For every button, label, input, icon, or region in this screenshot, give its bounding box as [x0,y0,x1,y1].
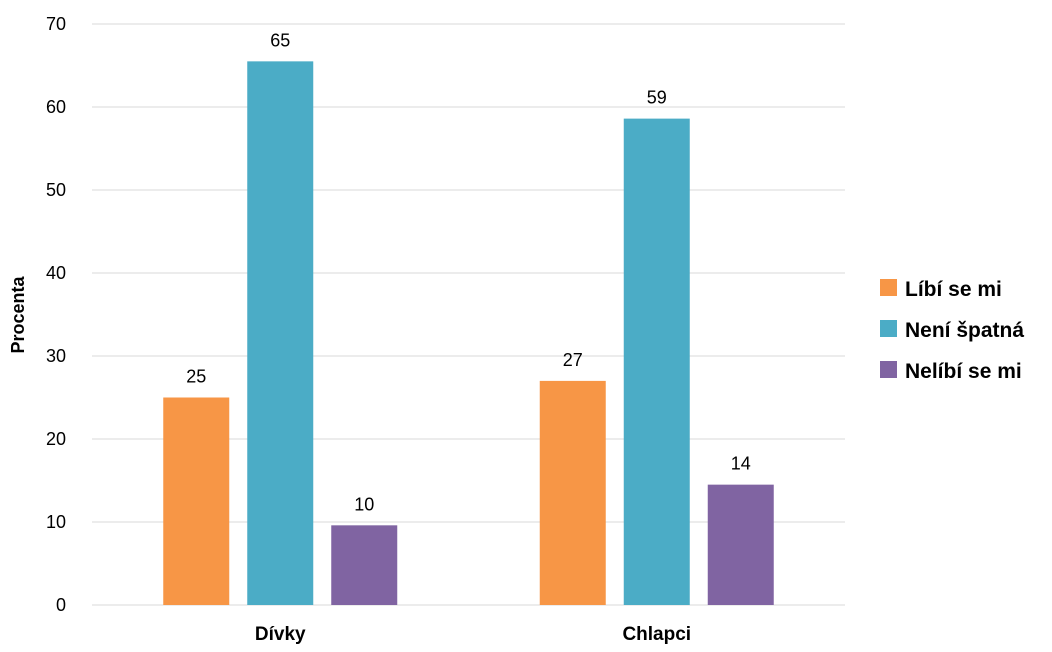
bar-Chlapci-Není špatná [623,118,690,606]
data-label: 59 [647,88,667,108]
y-tick-label: 20 [46,429,66,449]
category-label: Chlapci [622,624,691,645]
category-label: Dívky [255,624,306,645]
legend-label: Líbí se mi [905,278,1002,301]
data-label: 65 [270,30,290,50]
data-label: 14 [731,454,751,474]
legend-label: Nelíbí se mi [905,360,1022,383]
bar-Chlapci-Nelíbí se mi [707,484,774,605]
y-axis-title: Procenta [8,275,28,353]
bars [163,61,774,606]
legend: Líbí se mi Není špatná Nelíbí se mi [880,278,1024,383]
y-tick-label: 70 [46,14,66,34]
data-label: 27 [563,350,583,370]
x-axis-categories: Dívky Chlapci [255,624,691,645]
bar-Dívky-Líbí se mi [163,397,230,605]
y-tick-label: 50 [46,180,66,200]
y-tick-label: 30 [46,346,66,366]
bar-Chlapci-Líbí se mi [539,380,606,605]
data-label: 25 [186,367,206,387]
legend-swatch [880,279,897,296]
y-tick-label: 60 [46,97,66,117]
y-tick-label: 0 [56,595,66,615]
data-labels: 25 65 10 27 59 14 [186,30,751,514]
bar-Dívky-Nelíbí se mi [331,525,398,605]
data-label: 10 [354,494,374,514]
legend-swatch [880,361,897,378]
y-tick-label: 10 [46,512,66,532]
bar-Dívky-Není špatná [247,61,314,606]
y-axis-ticks: 0 10 20 30 40 50 60 70 [46,14,66,615]
legend-label: Není špatná [905,319,1024,342]
legend-swatch [880,320,897,337]
y-tick-label: 40 [46,263,66,283]
